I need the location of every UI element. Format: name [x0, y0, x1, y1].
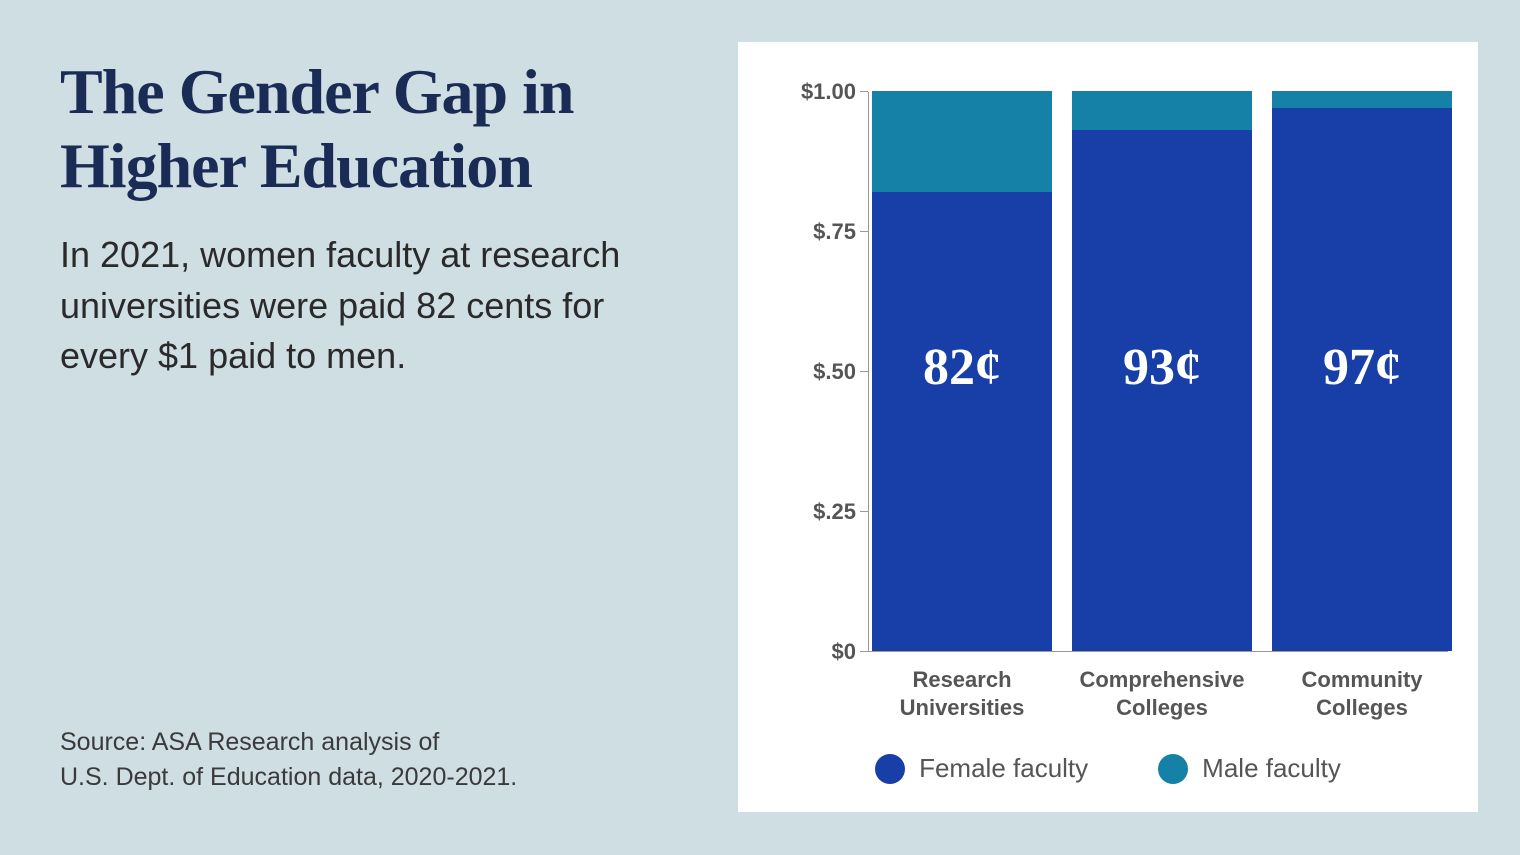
y-axis-tick	[860, 511, 868, 512]
y-axis-tick	[860, 371, 868, 372]
x-axis-category-label: ComprehensiveColleges	[1062, 666, 1262, 721]
y-axis-tick-label: $1.00	[801, 79, 856, 105]
y-axis-tick-label: $0	[832, 639, 856, 665]
chart-card: $0 $.25 $.50 $.75 $1.00 82¢ 93¢ 97¢ ResearchUn…	[738, 42, 1478, 812]
y-axis-tick	[860, 651, 868, 652]
y-axis-tick	[860, 231, 868, 232]
x-axis-category-label: ResearchUniversities	[862, 666, 1062, 721]
y-axis-tick-label: $.25	[813, 499, 856, 525]
legend-label: Female faculty	[919, 753, 1088, 784]
chart-plot-area: $0$.25$.50$.75$1.00 82¢93¢97¢ ResearchUn…	[868, 92, 1448, 652]
bar-value-label: 82¢	[872, 338, 1052, 397]
headline-title: The Gender Gap in Higher Education	[60, 55, 660, 202]
x-axis-category-label: CommunityColleges	[1262, 666, 1462, 721]
text-panel: The Gender Gap in Higher Education In 20…	[60, 55, 660, 381]
legend-swatch	[875, 754, 905, 784]
x-axis-line	[868, 651, 1448, 652]
legend-item: Male faculty	[1158, 753, 1341, 784]
legend-swatch	[1158, 754, 1188, 784]
y-axis-tick-label: $.75	[813, 219, 856, 245]
headline-subtitle: In 2021, women faculty at research unive…	[60, 230, 660, 381]
bar-value-label: 97¢	[1272, 338, 1452, 397]
legend-item: Female faculty	[875, 753, 1088, 784]
bar-value-label: 93¢	[1072, 338, 1252, 397]
source-line-1: Source: ASA Research analysis of	[60, 725, 517, 760]
bar-female	[872, 192, 1052, 651]
chart-legend: Female faculty Male faculty	[738, 753, 1478, 784]
source-attribution: Source: ASA Research analysis of U.S. De…	[60, 725, 517, 795]
legend-label: Male faculty	[1202, 753, 1341, 784]
source-line-2: U.S. Dept. of Education data, 2020-2021.	[60, 760, 517, 795]
y-axis-tick	[860, 91, 868, 92]
y-axis-line	[868, 92, 869, 652]
y-axis-tick-label: $.50	[813, 359, 856, 385]
